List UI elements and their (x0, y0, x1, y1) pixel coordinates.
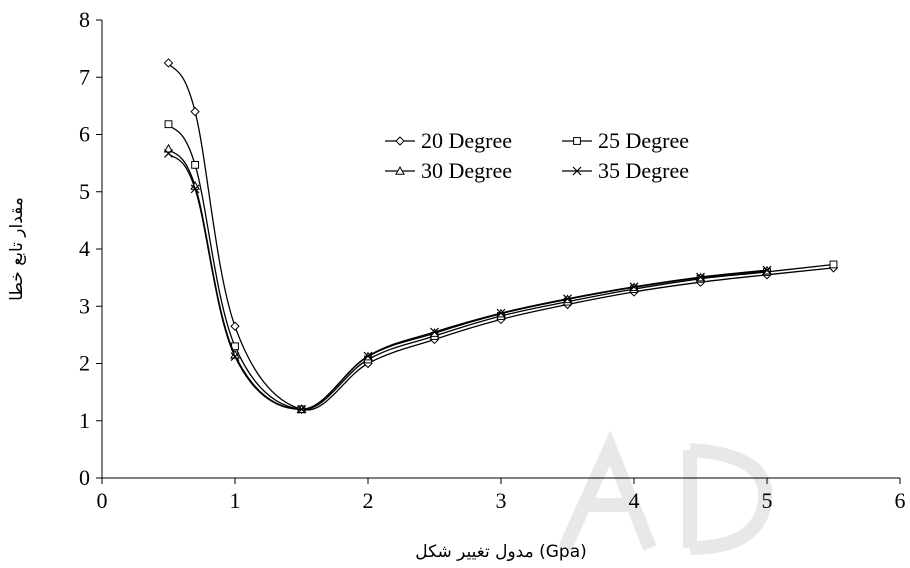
y-tick-label: 6 (79, 122, 90, 147)
data-point-diamond (190, 106, 200, 117)
series-20-degree (163, 58, 839, 415)
data-point-diamond (395, 136, 405, 146)
series-group (163, 58, 839, 415)
series-35-degree (164, 148, 772, 414)
data-point-x (762, 265, 772, 275)
y-tick-label: 5 (79, 179, 90, 204)
y-tick-label: 3 (79, 293, 90, 318)
legend-label: 20 Degree (421, 128, 512, 153)
data-point-triangle (163, 143, 174, 153)
data-point-square (164, 120, 173, 129)
legend-item: 30 Degree (385, 158, 512, 183)
data-point-x (629, 282, 639, 292)
legend-label: 25 Degree (598, 128, 689, 153)
y-tick-label: 4 (79, 236, 90, 261)
data-point-triangle (395, 165, 405, 175)
data-point-diamond (230, 321, 240, 331)
data-point-diamond (163, 58, 174, 68)
x-tick-label: 1 (230, 488, 241, 513)
legend-label: 30 Degree (421, 158, 512, 183)
series-line (167, 152, 768, 410)
y-tick-label: 7 (79, 64, 90, 89)
data-point-x (164, 148, 173, 158)
ticks: 0 1 2 3 4 5 6 0 1 2 3 4 5 6 7 8 (79, 7, 906, 513)
axes (101, 20, 900, 479)
x-tick-label: 3 (496, 488, 507, 513)
y-tick-label: 8 (79, 7, 90, 32)
x-axis-label: مدول تغییر شکل (Gpa) (415, 542, 587, 562)
legend-item: 20 Degree (385, 128, 512, 153)
data-point-x (430, 327, 439, 337)
data-point-x (563, 294, 572, 304)
data-point-square (191, 160, 199, 169)
legend-label: 35 Degree (598, 158, 689, 183)
legend: 20 Degree 25 Degree 30 Degree 35 Degree (385, 128, 689, 183)
x-tick-label: 6 (895, 488, 906, 513)
x-tick-label: 0 (97, 488, 108, 513)
y-tick-label: 0 (79, 465, 90, 490)
data-point-x (297, 404, 306, 414)
series-line (167, 148, 768, 410)
y-tick-label: 2 (79, 351, 90, 376)
legend-item: 25 Degree (562, 128, 689, 153)
x-tick-label: 5 (762, 488, 773, 513)
x-tick-label: 2 (363, 488, 374, 513)
data-point-x (496, 308, 506, 318)
y-axis-label: مقدار تابع خطا (7, 197, 27, 301)
data-point-x (363, 351, 373, 361)
data-point-square (829, 260, 838, 269)
y-tick-label: 1 (79, 408, 90, 433)
series-30-degree (163, 143, 772, 413)
x-tick-label: 4 (629, 488, 640, 513)
series-line (167, 62, 834, 411)
data-point-x (572, 166, 582, 176)
data-point-x (696, 272, 705, 282)
data-point-square (573, 137, 581, 145)
watermark (558, 430, 773, 555)
legend-item: 35 Degree (562, 158, 689, 183)
data-point-x (190, 184, 200, 194)
data-point-x (230, 352, 240, 362)
